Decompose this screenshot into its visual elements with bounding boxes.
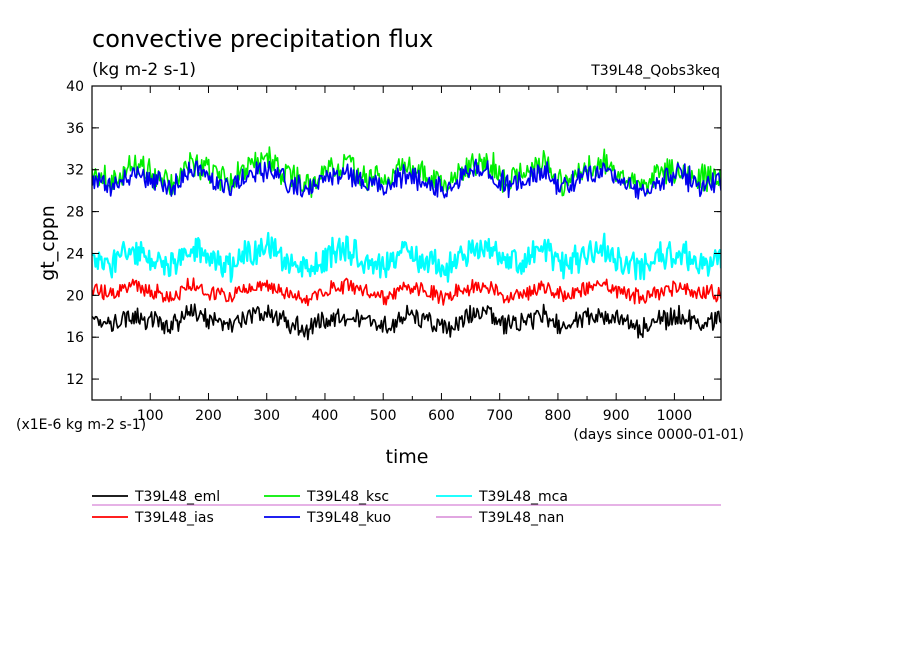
series-line-t39l48-eml: [92, 303, 721, 341]
y-tick-label-0: 12: [66, 372, 84, 388]
x-axis-units: (days since 0000-01-01): [573, 427, 744, 443]
chart-title: convective precipitation flux: [92, 25, 433, 53]
x-tick-label-1: 200: [195, 408, 222, 424]
y-tick-label-3: 24: [66, 246, 84, 262]
x-tick-label-7: 800: [545, 408, 572, 424]
legend-label-t39l48-mca: T39L48_mca: [478, 489, 568, 505]
x-tick-label-0: 100: [137, 408, 164, 424]
series-line-t39l48-ksc: [92, 146, 721, 198]
y-tick-label-7: 40: [66, 79, 84, 95]
chart-units: (kg m-2 s-1): [92, 60, 196, 80]
legend-label-t39l48-eml: T39L48_eml: [134, 489, 220, 505]
legend-label-t39l48-kuo: T39L48_kuo: [306, 510, 391, 526]
x-axis-label: time: [386, 446, 429, 468]
x-tick-label-3: 400: [312, 408, 339, 424]
legend-label-t39l48-nan: T39L48_nan: [478, 510, 564, 526]
x-tick-label-2: 300: [253, 408, 280, 424]
x-axis: 100 200 300 400 500 600 700 800 900 1000: [120, 86, 705, 424]
x-tick-label-4: 500: [370, 408, 397, 424]
plot-area: [91, 85, 722, 401]
y-axis-units: (x1E-6 kg m-2 s-1): [16, 417, 146, 433]
y-tick-label-4: 28: [66, 205, 84, 221]
experiment-label: T39L48_Qobs3keq: [590, 63, 720, 79]
y-tick-label-5: 32: [66, 163, 84, 179]
series-line-t39l48-kuo: [92, 158, 721, 200]
y-tick-label-6: 36: [66, 121, 84, 137]
x-tick-label-8: 900: [603, 408, 630, 424]
y-axis-label: gt_cppn: [37, 205, 59, 281]
series-line-t39l48-mca: [92, 231, 721, 283]
plot-frame: [91, 85, 722, 401]
legend: T39L48_eml T39L48_ias T39L48_ksc T39L48_kuo…: [92, 489, 568, 526]
y-axis: 12 16 20 24 28 32 36 40: [66, 79, 721, 388]
series-line-t39l48-ias: [92, 277, 721, 307]
x-tick-label-6: 700: [486, 408, 513, 424]
y-tick-label-2: 20: [66, 288, 84, 304]
x-tick-label-5: 600: [428, 408, 455, 424]
legend-label-t39l48-ias: T39L48_ias: [134, 510, 214, 526]
y-tick-label-1: 16: [66, 330, 84, 346]
legend-label-t39l48-ksc: T39L48_ksc: [306, 489, 389, 505]
x-tick-label-9: 1000: [657, 408, 693, 424]
